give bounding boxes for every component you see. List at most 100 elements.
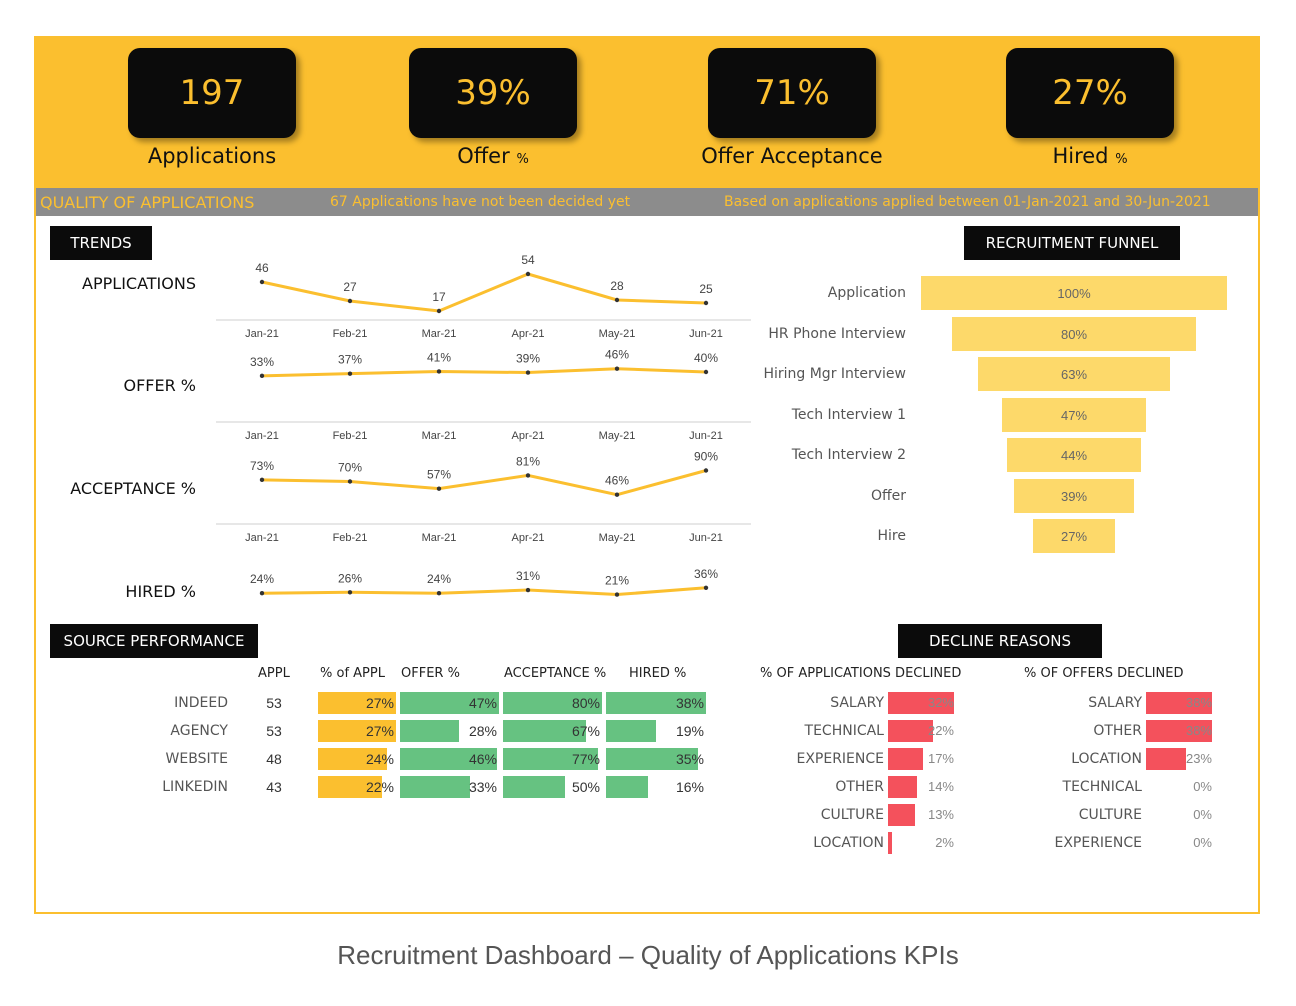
source-metric-cell: 38%	[606, 692, 706, 714]
source-name: WEBSITE	[165, 751, 228, 767]
source-metric-value: 27%	[365, 723, 394, 739]
source-metric-value: 46%	[468, 751, 497, 767]
kpi-applications-value: 197	[128, 48, 296, 138]
declined-application-cell: 13%	[888, 804, 954, 826]
source-performance-table: APPL % of APPL OFFER % ACCEPTANCE % HIRED % I…	[36, 660, 736, 830]
source-metric-bar	[400, 692, 499, 714]
funnel-bar	[1002, 397, 1146, 432]
source-metric-bar	[318, 776, 382, 798]
declined-offer-bar	[1146, 748, 1186, 770]
declined-application-value: 17%	[927, 751, 954, 766]
source-appl-count: 43	[266, 779, 282, 795]
dashboard-frame: 197 Applications 39% Offer % 71% Offer A…	[34, 36, 1260, 914]
declined-offer-cell: 38%	[1146, 720, 1212, 742]
trend-point	[259, 373, 265, 379]
source-column-header: % of APPL	[320, 666, 385, 681]
trend-point	[436, 486, 442, 491]
source-appl-count: 53	[266, 723, 282, 739]
trend-data-label: 21%	[605, 574, 629, 588]
source-appl-count: 48	[266, 751, 282, 767]
trend-point	[259, 591, 265, 596]
trend-point	[614, 492, 620, 497]
declined-offer-cell: 0%	[1146, 776, 1212, 798]
declined-offer-cell: 0%	[1146, 832, 1212, 854]
trend-point	[525, 271, 531, 277]
trend-data-label: 46%	[605, 348, 629, 362]
funnel-value-label: 44%	[1060, 448, 1088, 463]
declined-offer-cell: 38%	[1146, 692, 1212, 714]
trend-tick-label: Apr-21	[511, 532, 544, 544]
source-column-header: HIRED %	[629, 666, 687, 681]
source-metric-cell: 19%	[606, 720, 706, 742]
source-metric-value: 38%	[675, 695, 704, 711]
source-metric-bar	[318, 748, 388, 770]
declined-application-reason: EXPERIENCE	[796, 751, 884, 767]
trend-point	[703, 369, 709, 375]
declined-offer-cell: 0%	[1146, 804, 1212, 826]
quality-title: QUALITY OF APPLICATIONS	[40, 193, 255, 212]
trend-tick-label: May-21	[599, 532, 636, 544]
funnel-value-label: 47%	[1060, 407, 1088, 423]
source-metric-bar	[503, 720, 586, 742]
kpi-applications-label: Applications	[147, 144, 277, 168]
kpi-hired-label: Hired %	[1052, 144, 1128, 168]
declined-application-reason: OTHER	[835, 779, 884, 795]
declined-offer-header: % OF OFFERS DECLINED	[1024, 666, 1184, 681]
trend-data-label: 70%	[338, 461, 362, 475]
trend-data-label: 24%	[250, 572, 274, 586]
declined-offer-reason: OTHER	[1093, 723, 1142, 739]
declined-application-cell: 14%	[888, 776, 954, 798]
trend-tick-label: Feb-21	[333, 532, 368, 544]
source-name: LINKEDIN	[162, 779, 228, 795]
source-metric-cell: 33%	[400, 776, 499, 798]
declined-offer-value: 0%	[1193, 807, 1212, 822]
trends-header: TRENDS	[50, 226, 152, 260]
source-metric-value: 80%	[571, 695, 600, 711]
declined-offer-bar	[1146, 692, 1212, 714]
source-metric-value: 50%	[571, 779, 600, 795]
trend-data-label: 54	[521, 253, 535, 267]
source-metric-cell: 28%	[400, 720, 499, 742]
source-metric-bar	[606, 692, 706, 714]
declined-application-reason: TECHNICAL	[804, 723, 884, 739]
declined-application-bar	[888, 776, 917, 798]
source-metric-bar	[400, 748, 497, 770]
recruitment-funnel: Application 100% HR Phone Interview 80% Hiri…	[756, 276, 1236, 566]
kpi-hired-value: 27%	[1006, 48, 1174, 138]
funnel-stage-label: Offer	[870, 487, 906, 504]
trend-data-label: 24%	[427, 572, 451, 586]
trend-point	[525, 587, 531, 593]
trend-tick-label: Jan-21	[245, 328, 279, 340]
trend-point	[347, 371, 353, 376]
source-metric-value: 77%	[571, 751, 600, 767]
trend-tick-label: May-21	[599, 328, 636, 340]
declined-application-cell: 2%	[888, 832, 954, 854]
declined-application-cell: 17%	[888, 748, 954, 770]
trend-data-label: 31%	[516, 569, 540, 583]
declined-offer-value: 23%	[1185, 751, 1212, 766]
trend-line-3	[261, 586, 707, 597]
trend-data-label: 37%	[338, 353, 362, 367]
source-metric-bar	[606, 720, 656, 742]
source-metric-cell: 46%	[400, 748, 499, 770]
declined-application-reason: SALARY	[830, 695, 884, 711]
trend-label-hired: HIRED %	[125, 582, 196, 601]
trend-point	[436, 369, 442, 374]
trend-label-offer: OFFER %	[123, 376, 196, 395]
funnel-bar	[1032, 519, 1116, 553]
declined-offer-reason: SALARY	[1088, 695, 1142, 711]
funnel-bar	[921, 276, 1227, 310]
kpi-offer-value: 39%	[409, 48, 577, 138]
funnel-value-label: 100%	[1057, 286, 1091, 301]
funnel-stage-label: HR Phone Interview	[768, 325, 906, 342]
source-metric-cell: 24%	[318, 748, 396, 770]
source-metric-cell: 35%	[606, 748, 706, 770]
source-metric-bar	[503, 776, 565, 798]
trend-point	[259, 477, 265, 483]
source-name: INDEED	[174, 695, 228, 711]
trend-data-label: 73%	[250, 459, 274, 473]
source-metric-value: 27%	[365, 695, 394, 711]
kpi-offer-label: Offer %	[457, 144, 529, 168]
trend-data-label: 33%	[250, 355, 274, 369]
source-metric-value: 67%	[571, 723, 600, 739]
